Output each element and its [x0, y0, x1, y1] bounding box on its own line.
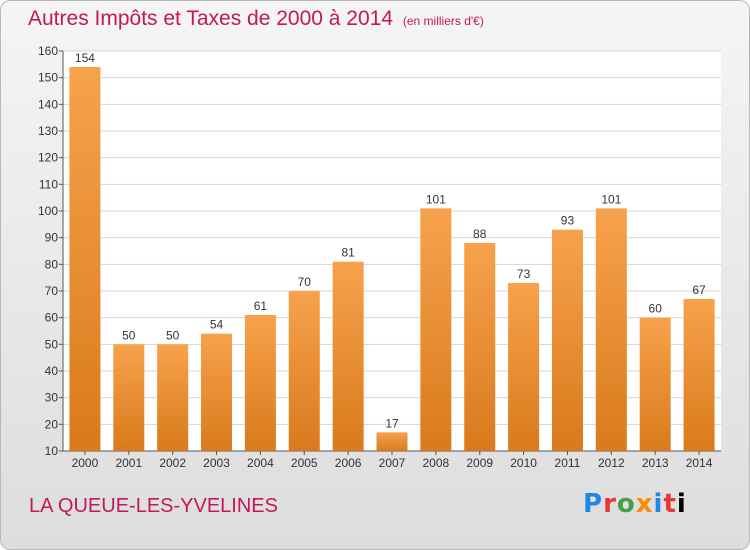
y-tick-label: 20 [45, 417, 59, 431]
data-label: 17 [385, 416, 399, 430]
x-tick-label: 2001 [115, 456, 142, 470]
y-tick-label: 80 [45, 257, 59, 271]
y-tick-label: 120 [38, 151, 58, 165]
x-tick-label: 2014 [686, 456, 713, 470]
bar-2011 [551, 229, 583, 451]
y-tick-label: 40 [45, 364, 59, 378]
y-tick-label: 70 [45, 284, 59, 298]
y-tick-label: 90 [45, 231, 59, 245]
x-tick-label: 2010 [510, 456, 537, 470]
bar-2000 [69, 67, 101, 451]
bar-2012 [595, 208, 627, 451]
data-label: 50 [166, 328, 180, 342]
data-label: 154 [75, 51, 95, 65]
x-tick-label: 2006 [335, 456, 362, 470]
data-label: 101 [601, 192, 621, 206]
data-label: 73 [517, 267, 531, 281]
bar-2002 [157, 344, 189, 451]
chart-subtitle: (en milliers d'€) [402, 14, 484, 28]
y-tick-label: 140 [38, 97, 58, 111]
commune-name: LA QUEUE-LES-YVELINES [29, 495, 278, 517]
x-tick-label: 2002 [159, 456, 186, 470]
bar-2010 [508, 283, 540, 451]
x-tick-label: 2013 [642, 456, 669, 470]
x-tick-label: 2003 [203, 456, 230, 470]
data-label: 81 [341, 246, 355, 260]
data-label: 101 [426, 192, 446, 206]
bar-2009 [464, 243, 496, 451]
bar-2013 [639, 317, 671, 451]
y-tick-label: 150 [38, 71, 58, 85]
x-tick-label: 2005 [291, 456, 318, 470]
y-tick-label: 130 [38, 124, 58, 138]
y-tick-label: 10 [45, 444, 59, 458]
data-label: 88 [473, 227, 487, 241]
bar-2004 [244, 315, 276, 451]
bar-2003 [201, 333, 233, 451]
x-tick-label: 2004 [247, 456, 274, 470]
y-tick-label: 30 [45, 391, 59, 405]
data-label: 70 [298, 275, 312, 289]
bar-2014 [683, 299, 715, 451]
data-label: 93 [561, 214, 575, 228]
y-tick-label: 110 [39, 177, 58, 191]
bar-2001 [113, 344, 145, 451]
x-tick-label: 2012 [598, 456, 625, 470]
data-label: 54 [210, 318, 224, 332]
y-tick-label: 160 [38, 44, 58, 58]
chart-title-text: Autres Impôts et Taxes de 2000 à 2014 [28, 7, 394, 30]
data-label: 67 [692, 283, 706, 297]
x-tick-label: 2011 [555, 456, 581, 470]
x-tick-label: 2009 [466, 456, 493, 470]
bar-2005 [288, 291, 320, 451]
x-tick-label: 2008 [423, 456, 450, 470]
x-tick-label: 2000 [72, 456, 99, 470]
bar-2007 [376, 432, 408, 451]
data-label: 50 [122, 328, 136, 342]
data-label: 60 [649, 302, 663, 316]
x-tick-label: 2007 [379, 456, 406, 470]
bar-2006 [332, 261, 364, 451]
y-tick-label: 60 [45, 311, 59, 325]
y-tick-label: 50 [45, 337, 59, 351]
bar-2008 [420, 208, 452, 451]
proxiti-logo: Proxiti [583, 489, 687, 519]
y-tick-label: 100 [38, 204, 58, 218]
chart-title: Autres Impôts et Taxes de 2000 à 2014 (e… [28, 7, 484, 31]
data-label: 61 [254, 299, 268, 313]
